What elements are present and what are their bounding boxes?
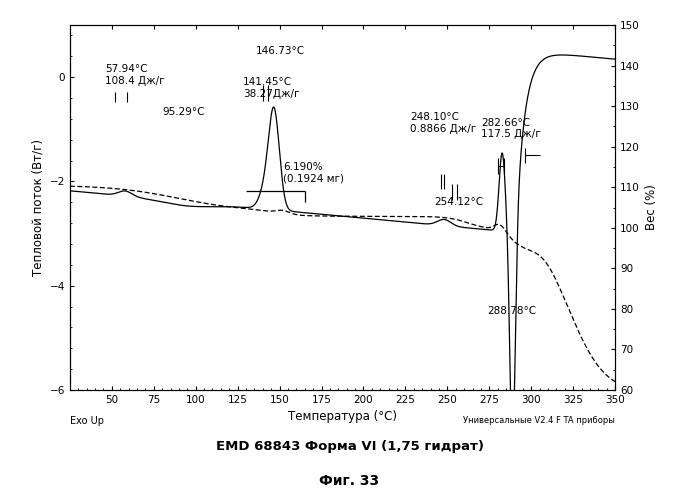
Text: Exo Up: Exo Up bbox=[70, 416, 104, 426]
Text: 254.12°C: 254.12°C bbox=[434, 197, 483, 207]
Text: 95.29°C: 95.29°C bbox=[162, 106, 205, 117]
Text: 6.190%
(0.1924 мг): 6.190% (0.1924 мг) bbox=[283, 162, 344, 184]
Text: 57.94°C
108.4 Дж/г: 57.94°C 108.4 Дж/г bbox=[105, 64, 165, 86]
Text: Универсальные V2.4 F TA приборы: Универсальные V2.4 F TA приборы bbox=[463, 416, 615, 424]
X-axis label: Температура (°C): Температура (°C) bbox=[288, 410, 397, 424]
Text: EMD 68843 Форма VI (1,75 гидрат): EMD 68843 Форма VI (1,75 гидрат) bbox=[215, 440, 484, 453]
Text: 282.66°C
117.5 Дж/г: 282.66°C 117.5 Дж/г bbox=[481, 118, 540, 139]
Text: Фиг. 33: Фиг. 33 bbox=[319, 474, 380, 488]
Text: 141.45°C
38.27Дж/г: 141.45°C 38.27Дж/г bbox=[243, 78, 299, 99]
Text: 146.73°C: 146.73°C bbox=[256, 46, 305, 56]
Text: 248.10°C
0.8866 Дж/г: 248.10°C 0.8866 Дж/г bbox=[410, 112, 477, 134]
Y-axis label: Тепловой поток (Вт/г): Тепловой поток (Вт/г) bbox=[31, 139, 44, 276]
Text: 288.78°C: 288.78°C bbox=[488, 306, 537, 316]
Y-axis label: Вес (%): Вес (%) bbox=[645, 184, 658, 230]
